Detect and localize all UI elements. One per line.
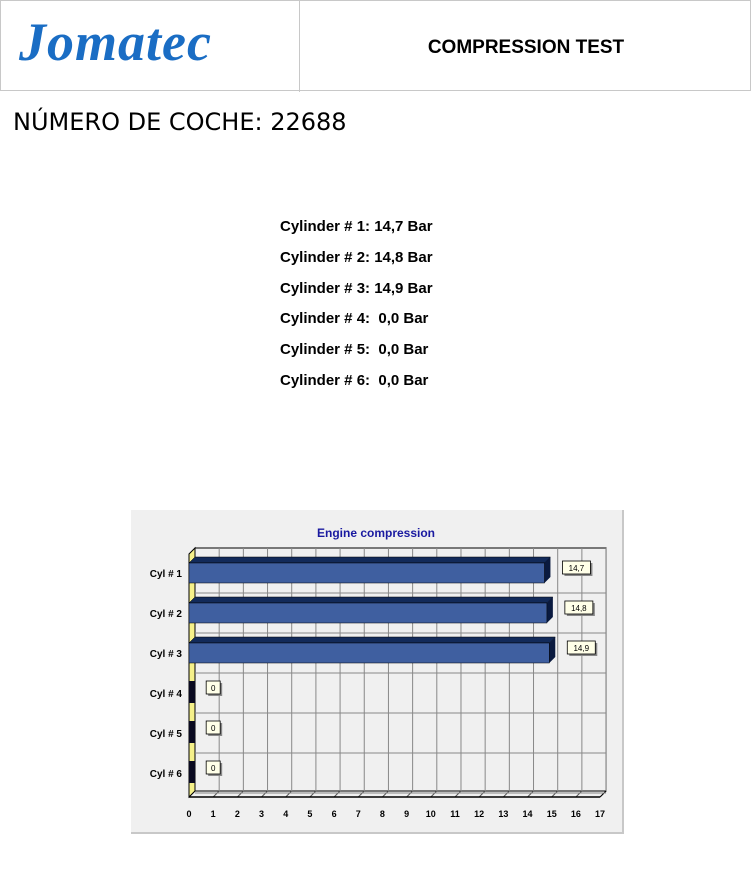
floor-line: [261, 790, 268, 798]
chart-title: Engine compression: [317, 526, 435, 540]
floor-line: [430, 790, 438, 798]
left-wall: [188, 546, 196, 799]
data-label: 14,9: [573, 644, 589, 653]
floor-line: [575, 790, 583, 798]
data-label: 14,7: [569, 564, 585, 573]
data-label-box: [205, 760, 221, 775]
bar: [188, 562, 545, 584]
bar: [188, 642, 550, 664]
bar: [188, 602, 548, 624]
data-label-box: [562, 560, 591, 575]
compression-chart: Engine compression 0 1 2 3 4 5 6 7 8 9 10 11 12 13 14 15…: [131, 510, 624, 834]
floor-line: [406, 790, 413, 798]
x-tick-label: 8: [380, 809, 385, 819]
floor-line: [502, 790, 510, 798]
bar-zero: [189, 681, 195, 703]
cylinder-reading: Cylinder # 4: 0,0 Bar: [280, 310, 429, 328]
header-divider: [299, 1, 300, 92]
floor-line: [212, 790, 220, 798]
bar-side: [544, 557, 551, 583]
bar-side: [546, 597, 553, 623]
cylinder-reading: Cylinder # 2: 14,8 Bar: [280, 248, 433, 266]
data-label-box: [205, 720, 221, 735]
y-tick-label: Cyl # 2: [150, 609, 183, 620]
data-label: 0: [211, 684, 216, 693]
y-tick-label: Cyl # 6: [150, 769, 183, 780]
cylinder-reading: Cylinder # 5: 0,0 Bar: [280, 341, 429, 359]
data-label: 14,8: [571, 604, 587, 613]
data-label-box: [564, 600, 594, 615]
data-label-box: [566, 640, 596, 655]
x-tick-label: 13: [498, 809, 508, 819]
floor-line: [309, 790, 317, 798]
car-number: NÚMERO DE COCHE: 22688: [13, 108, 347, 136]
floor-line: [527, 790, 534, 798]
bar-top: [188, 636, 556, 644]
x-tick-label: 6: [332, 809, 337, 819]
cylinder-reading: Cylinder # 1: 14,7 Bar: [280, 218, 433, 235]
x-tick-label: 10: [426, 809, 436, 819]
x-tick-label: 1: [211, 809, 216, 819]
floor-line: [478, 790, 486, 798]
y-tick-label: Cyl # 1: [150, 569, 183, 580]
floor-line: [382, 790, 389, 798]
floor-line: [454, 790, 462, 798]
bar-zero: [189, 721, 195, 743]
x-tick-label: 3: [259, 809, 264, 819]
x-tick-label: 14: [523, 809, 533, 819]
x-tick-label: 0: [186, 809, 191, 819]
axis-corner: [599, 790, 607, 798]
x-tick-label: 15: [547, 809, 557, 819]
data-label: 0: [211, 764, 216, 773]
report-header: Jomatec COMPRESSION TEST: [0, 0, 751, 92]
floor-line: [237, 790, 244, 798]
floor-line: [357, 790, 365, 798]
data-label-box: [205, 680, 221, 695]
x-tick-label: 5: [307, 809, 312, 819]
bar-side: [549, 637, 556, 663]
x-tick-label: 12: [474, 809, 484, 819]
x-tick-label: 4: [283, 809, 288, 819]
back-wall: [194, 547, 607, 792]
floor-line: [285, 790, 293, 798]
floor-line: [551, 790, 559, 798]
x-tick-label: 9: [404, 809, 409, 819]
cylinder-reading: Cylinder # 3: 14,9 Bar: [280, 279, 433, 297]
x-tick-label: 16: [571, 809, 581, 819]
data-label: 0: [211, 724, 216, 733]
bar-top: [188, 596, 554, 604]
cylinder-reading: Cylinder # 6: 0,0 Bar: [280, 372, 429, 389]
x-tick-label: 7: [356, 809, 361, 819]
y-tick-label: Cyl # 5: [150, 729, 183, 740]
x-tick-label: 11: [450, 809, 460, 819]
floor-line: [333, 790, 341, 798]
report-title: COMPRESSION TEST: [427, 37, 625, 58]
y-tick-label: Cyl # 3: [150, 649, 183, 660]
jomatec-logo: Jomatec: [19, 12, 212, 72]
bar-top: [188, 556, 552, 564]
y-tick-label: Cyl # 4: [150, 689, 183, 700]
x-tick-label: 2: [235, 809, 240, 819]
bar-zero: [189, 761, 195, 783]
x-tick-label: 17: [595, 809, 605, 819]
